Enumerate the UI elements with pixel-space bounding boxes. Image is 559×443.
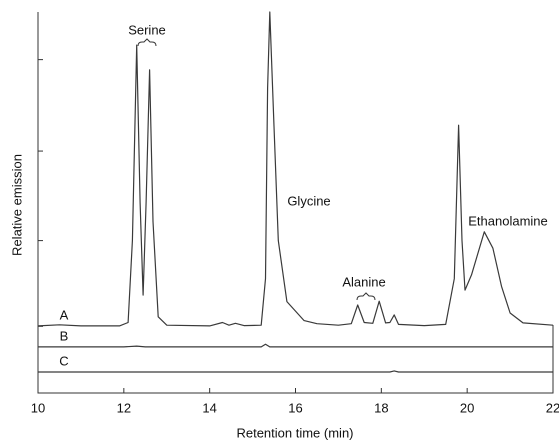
trace <box>37 11 554 327</box>
alanine-bracket <box>356 292 376 301</box>
x-tick-label: 20 <box>460 400 474 415</box>
x-tick-label: 10 <box>31 400 45 415</box>
peak-annotation: Serine <box>128 22 166 37</box>
trace <box>38 343 553 348</box>
trace-label: B <box>60 328 69 343</box>
x-tick-label: 18 <box>374 400 388 415</box>
y-axis-title: Relative emission <box>9 154 24 256</box>
peak-annotation: Ethanolamine <box>468 213 548 228</box>
trace-label: A <box>60 307 69 322</box>
peak-annotation: Glycine <box>287 193 330 208</box>
x-tick-label: 22 <box>546 400 559 415</box>
trace <box>38 370 553 373</box>
x-axis-title: Retention time (min) <box>236 425 353 440</box>
peak-annotation: Alanine <box>342 274 385 289</box>
trace-label: C <box>59 353 68 368</box>
x-tick-label: 14 <box>202 400 216 415</box>
x-tick-label: 16 <box>288 400 302 415</box>
x-tick-label: 12 <box>117 400 131 415</box>
serine-bracket <box>137 38 157 47</box>
